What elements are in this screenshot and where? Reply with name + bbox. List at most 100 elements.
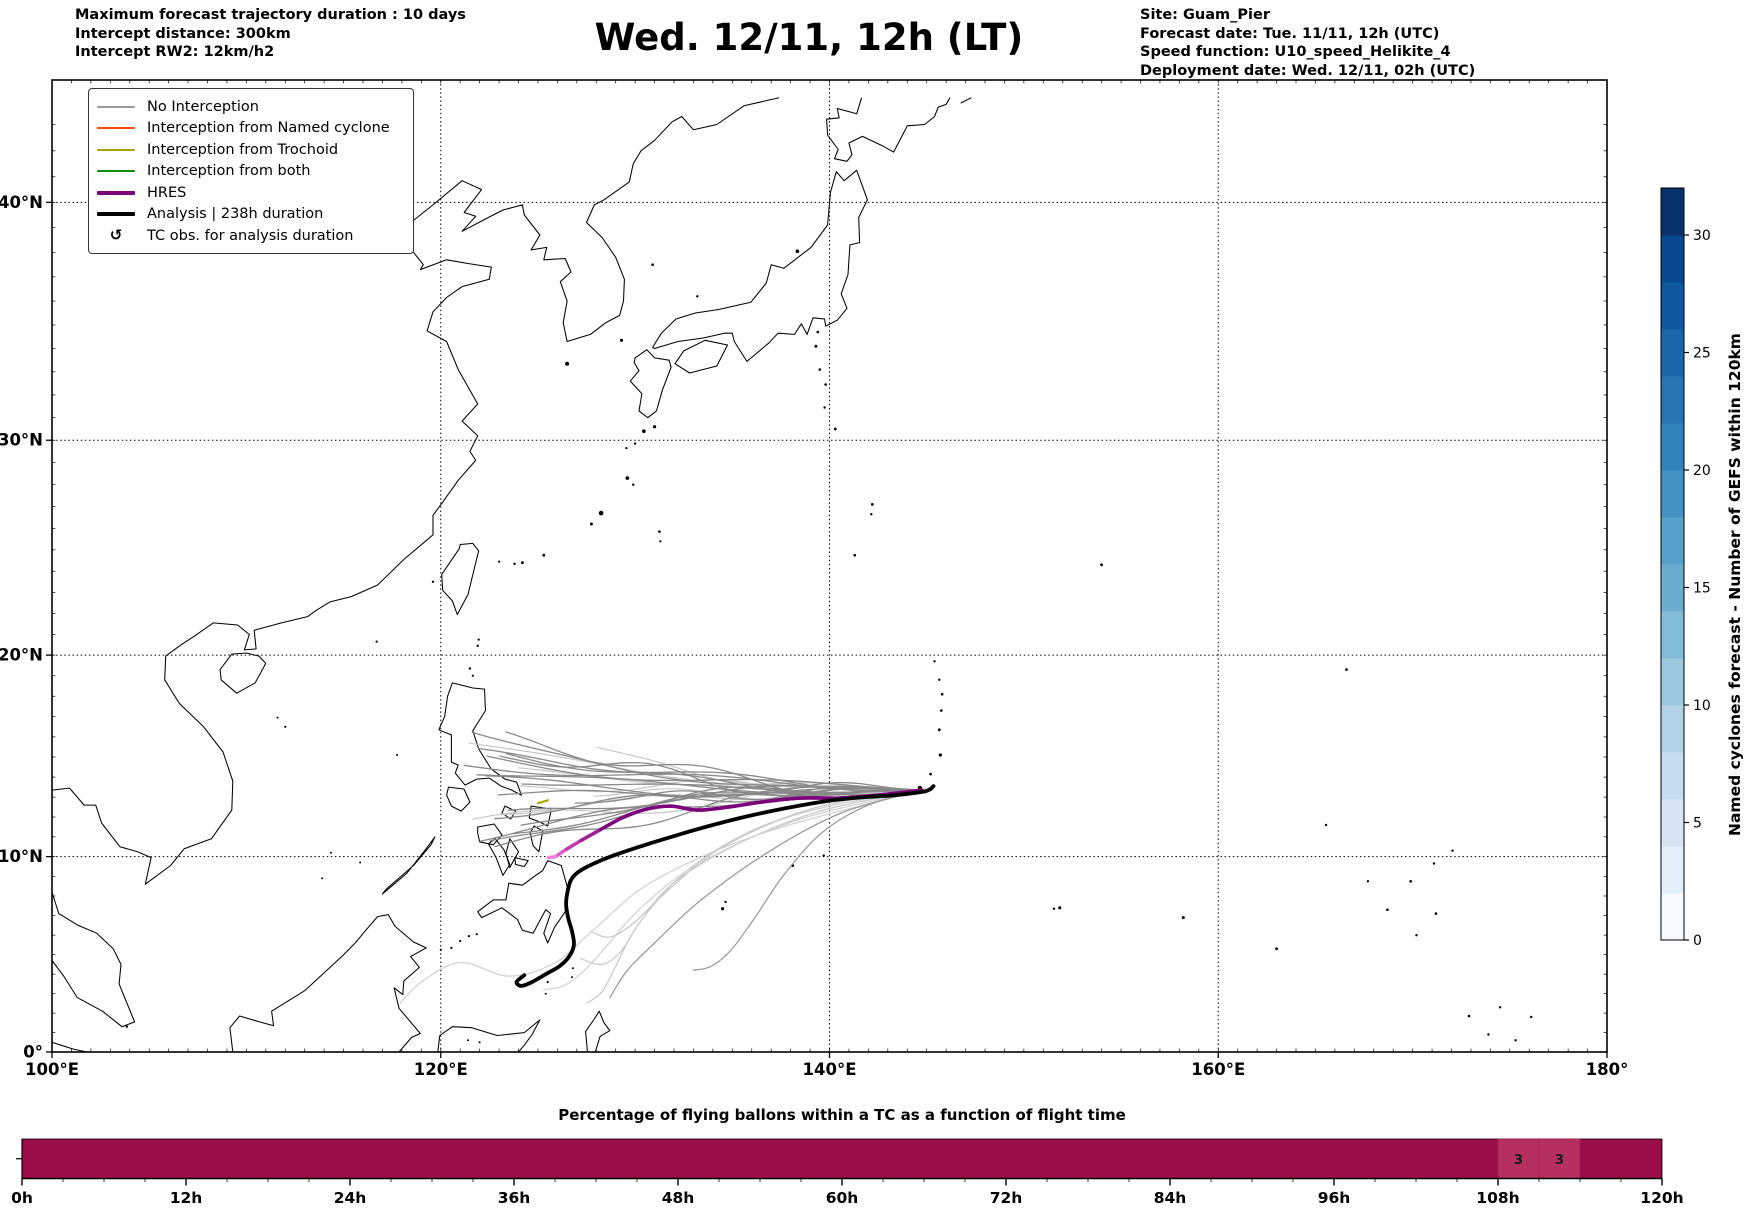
small-island-dot: [822, 854, 825, 857]
ensemble-trajectory-south: [609, 789, 923, 999]
small-island-dot: [459, 939, 462, 943]
small-island-dot: [1345, 668, 1348, 671]
small-island-dot: [642, 429, 646, 434]
ensemble-trajectory: [479, 787, 923, 842]
colorbar-tick-label: 25: [1693, 346, 1711, 362]
x-tick-label: 160°E: [1191, 1060, 1245, 1079]
x-tick-label: 100°E: [25, 1060, 79, 1079]
coastline: [52, 97, 780, 885]
coastlines: [52, 97, 1533, 1052]
legend-item-label: Interception from both: [147, 163, 311, 180]
ensemble-trajectory: [477, 747, 923, 792]
ensemble-trajectory-south: [580, 789, 923, 966]
x-tick-label: 120°E: [414, 1060, 468, 1079]
island-outline: [438, 682, 522, 796]
bottom-tick-label: 0h: [11, 1189, 33, 1207]
small-island-dot: [375, 640, 378, 643]
colorbar-segment: [1661, 611, 1684, 659]
small-island-dot: [696, 295, 699, 298]
legend-item: No Interception: [97, 96, 405, 118]
small-island-dot: [823, 406, 826, 409]
map-panel: 100°E 120°E 140°E 160°E 180° 0° 10°N 20°N 30°N 40…: [0, 79, 1629, 1079]
legend-item: Analysis | 238h duration: [97, 204, 405, 226]
ensemble-trajectory-south: [692, 789, 923, 971]
legend-line-sample: [97, 127, 135, 130]
colorbar-segment: [1661, 564, 1684, 612]
small-island-dot: [1100, 563, 1103, 567]
small-island-dot: [571, 967, 574, 970]
small-island-dot: [1058, 906, 1062, 910]
ensemble-trajectory-south: [585, 789, 923, 1005]
small-island-dot: [724, 900, 727, 904]
x-tick-label: 180°: [1586, 1060, 1629, 1079]
small-island-dot: [276, 716, 279, 719]
figure-title: Wed. 12/11, 12h (LT): [594, 16, 1024, 59]
small-island-dot: [940, 709, 943, 712]
legend-item-label: Interception from Trochoid: [147, 141, 339, 158]
trajectories: [399, 731, 936, 1005]
colorbar-segment: [1661, 235, 1684, 283]
small-island-dot: [359, 861, 362, 864]
colorbar-tick-label: 10: [1693, 698, 1711, 714]
hres-trajectory-end: [546, 854, 558, 860]
y-tick-label: 40°N: [0, 193, 43, 212]
colorbar-segment: [1661, 282, 1684, 330]
legend-item: Interception from Named cyclone: [97, 118, 405, 140]
coastline: [52, 1041, 88, 1052]
colorbar-segment: [1661, 705, 1684, 753]
trochoid-interception-segment: [536, 799, 549, 805]
small-island-dot: [589, 522, 593, 526]
small-island-dot: [431, 580, 435, 583]
ensemble-trajectory: [489, 786, 923, 842]
island-outline: [674, 339, 729, 374]
bottom-tick-label: 24h: [334, 1189, 367, 1207]
header-left-line: Intercept distance: 300km: [75, 25, 291, 42]
small-island-dot: [929, 772, 932, 776]
small-island-dot: [1181, 916, 1185, 920]
small-island-dot: [795, 249, 800, 253]
header-right-line: Deployment date: Wed. 12/11, 02h (UTC): [1140, 62, 1476, 79]
small-island-dot: [475, 933, 478, 936]
small-island-dot: [125, 1025, 128, 1028]
hres-trajectory-end: [596, 817, 622, 833]
small-island-dot: [598, 510, 604, 516]
small-island-dot: [1415, 934, 1418, 937]
island-outline: [505, 838, 520, 869]
small-island-dot: [450, 946, 453, 950]
small-island-dot: [833, 427, 837, 431]
colorbar-segment: [1661, 893, 1684, 941]
small-island-dot: [521, 561, 524, 565]
small-island-dot: [565, 361, 570, 366]
colorbar-segment: [1661, 376, 1684, 424]
small-island-dot: [498, 560, 501, 563]
island-outline: [629, 349, 672, 419]
small-island-dot: [824, 383, 827, 386]
legend-color-line: [97, 127, 135, 130]
small-island-dot: [870, 513, 873, 516]
flight-time-bin-nonzero: [1497, 1138, 1540, 1179]
small-island-dot: [1324, 823, 1328, 827]
colorbar-segment: [1661, 752, 1684, 800]
bin-value-label: 3: [1514, 1152, 1523, 1168]
bottom-tick-label: 108h: [1476, 1189, 1519, 1207]
x-tick-label: 140°E: [803, 1060, 857, 1079]
bottom-tick-label: 72h: [990, 1189, 1023, 1207]
small-island-dot: [329, 851, 332, 854]
small-island-dot: [633, 442, 637, 445]
legend-color-line: [97, 170, 135, 173]
small-island-dot: [940, 692, 944, 696]
island-outline: [219, 652, 267, 694]
small-island-dot: [546, 980, 549, 984]
colorbar-segment: [1661, 470, 1684, 518]
small-island-dot: [653, 425, 657, 429]
ensemble-trajectory-south: [543, 789, 923, 991]
small-island-dot: [284, 725, 287, 728]
small-island-dot: [1530, 1015, 1533, 1019]
hres-trajectory-end: [562, 840, 581, 853]
header-right-line: Site: Guam_Pier: [1140, 7, 1270, 23]
island-outline: [441, 542, 480, 616]
small-island-dot: [632, 483, 635, 486]
hres-trajectory-end: [577, 829, 600, 844]
colorbar-tick-label: 15: [1693, 581, 1711, 597]
